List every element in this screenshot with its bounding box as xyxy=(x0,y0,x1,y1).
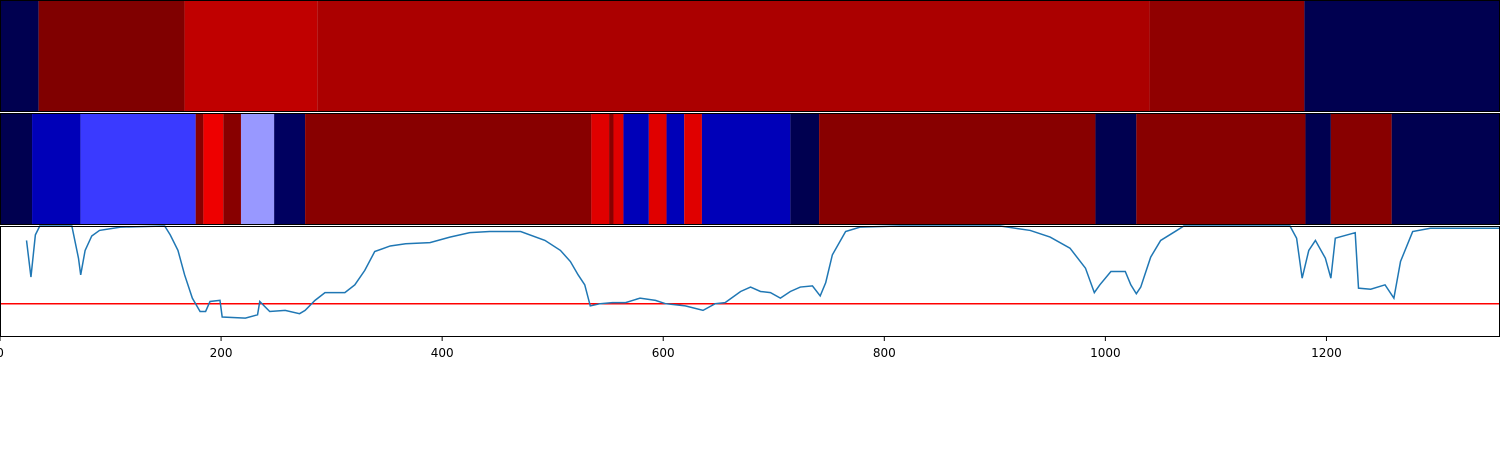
strip-segment xyxy=(195,113,204,225)
strip-segment xyxy=(1330,113,1392,225)
strip-segment xyxy=(38,0,185,112)
x-tick-label: 600 xyxy=(652,346,675,360)
strip-segment xyxy=(684,113,702,225)
strip-segment xyxy=(80,113,196,225)
strip-segment xyxy=(184,0,318,112)
strip-segment xyxy=(1149,0,1305,112)
strip-segment xyxy=(701,113,791,225)
strip-segment xyxy=(274,113,306,225)
strip-segment xyxy=(609,113,614,225)
strip-segment xyxy=(819,113,1096,225)
strip-segment xyxy=(1304,0,1500,112)
strip-segment xyxy=(223,113,241,225)
x-tick-label: 200 xyxy=(210,346,233,360)
strip-segment xyxy=(1136,113,1306,225)
strip-segment xyxy=(1305,113,1331,225)
strip-segment xyxy=(648,113,667,225)
panel-frame xyxy=(0,226,1500,337)
strip-segment xyxy=(1391,113,1500,225)
strip-segment xyxy=(305,113,592,225)
x-tick-label: 400 xyxy=(431,346,454,360)
strip-segment xyxy=(613,113,624,225)
strip-segment xyxy=(32,113,81,225)
strip-segment xyxy=(1095,113,1137,225)
strip-segment xyxy=(317,0,1150,112)
strip-segment xyxy=(240,113,275,225)
strip-segment xyxy=(623,113,649,225)
strip-segment xyxy=(666,113,685,225)
strip-segment xyxy=(790,113,820,225)
x-tick-label: 0 xyxy=(0,346,4,360)
x-tick-label: 1200 xyxy=(1311,346,1342,360)
strip-segment xyxy=(0,0,39,112)
x-tick-label: 1000 xyxy=(1090,346,1121,360)
strip-segment xyxy=(0,113,33,225)
strip-segment xyxy=(591,113,610,225)
x-tick-label: 800 xyxy=(873,346,896,360)
strip-segment xyxy=(203,113,224,225)
